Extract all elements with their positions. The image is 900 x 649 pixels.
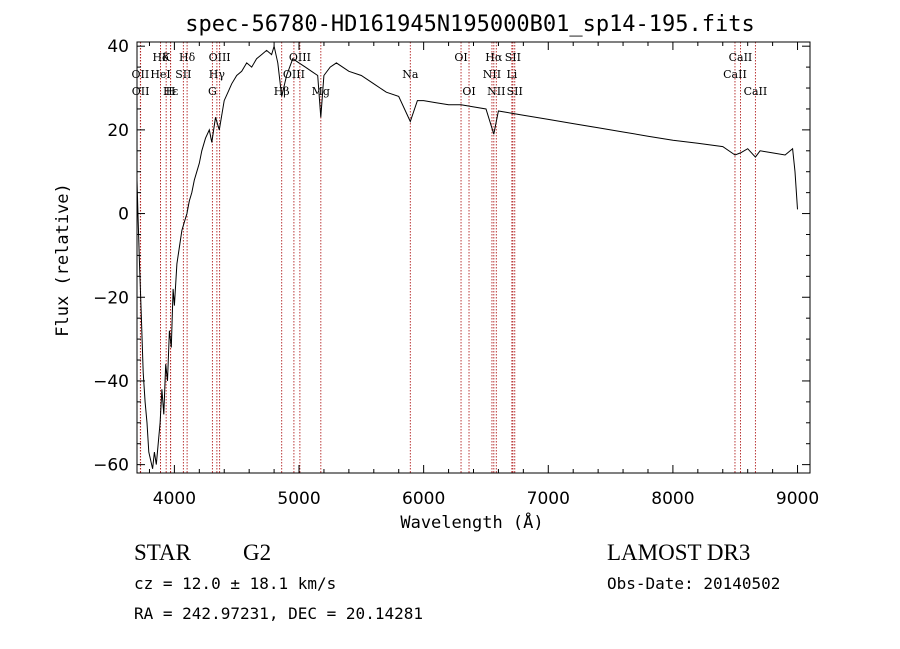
observation-date: Obs-Date: 20140502: [607, 574, 781, 593]
x-axis: 4000 5000 6000 7000 8000 9000: [148, 42, 819, 509]
line-label-17: OI: [454, 51, 467, 64]
line-label-0: Hδ: [152, 51, 169, 64]
line-label-19: Hα: [485, 51, 503, 64]
y-axis-label: Flux (relative): [53, 183, 73, 337]
y-tick-label-2: −20: [93, 288, 129, 308]
x-tick-label-2: 6000: [402, 489, 445, 509]
line-label-7: SII: [175, 68, 191, 81]
object-subclass: G2: [243, 540, 272, 565]
line-label-8: H: [166, 85, 176, 98]
line-label-3: K: [162, 51, 171, 64]
coordinates: RA = 242.97231, DEC = 20.14281: [134, 604, 423, 623]
y-tick-label-1: −40: [93, 372, 129, 392]
line-label-11: G: [208, 85, 217, 98]
y-tick-label-0: −60: [93, 456, 129, 476]
chart-title: spec-56780-HD161945N195000B01_sp14-195.f…: [185, 12, 755, 37]
line-label-22: SII: [505, 51, 521, 64]
line-label-25: CaII: [729, 51, 753, 64]
x-tick-label-3: 7000: [527, 489, 570, 509]
x-axis-label: Wavelength (Å): [400, 511, 543, 533]
line-label-24: SII: [507, 85, 523, 98]
line-label-1: OII: [132, 68, 150, 81]
y-tick-label-4: 20: [107, 121, 129, 141]
redshift-velocity: cz = 12.0 ± 18.1 km/s: [134, 574, 337, 593]
object-class: STAR: [134, 540, 191, 565]
x-tick-label-1: 5000: [277, 489, 320, 509]
x-tick-label-5: 9000: [776, 489, 819, 509]
line-label-9: OIII: [209, 51, 231, 64]
line-label-23: Li: [506, 68, 517, 81]
line-label-5: Hε: [163, 85, 179, 98]
x-tick-label-4: 8000: [651, 489, 694, 509]
line-label-15: Mg: [312, 85, 330, 98]
line-label-18: OI: [462, 85, 475, 98]
y-tick-label-5: 40: [107, 37, 129, 57]
line-label-4: HeI: [150, 68, 170, 81]
y-tick-label-3: 0: [118, 205, 129, 225]
survey-name: LAMOST DR3: [607, 540, 751, 565]
line-label-2: OII: [132, 85, 150, 98]
spectral-line-markers: [139, 42, 756, 473]
line-label-20: NII: [483, 68, 501, 81]
line-label-16: Na: [402, 68, 419, 81]
line-label-21: NII: [487, 85, 505, 98]
x-tick-label-0: 4000: [153, 489, 196, 509]
line-label-10: Hγ: [209, 68, 226, 81]
line-label-27: CaII: [744, 85, 768, 98]
line-label-26: CaII: [723, 68, 747, 81]
line-label-6: Hδ: [179, 51, 196, 64]
spectrum-line: [136, 44, 798, 469]
y-axis: −60 −40 −20 0 20 40: [93, 37, 810, 476]
line-label-12: OIII: [289, 51, 311, 64]
line-label-14: Hβ: [274, 85, 290, 98]
